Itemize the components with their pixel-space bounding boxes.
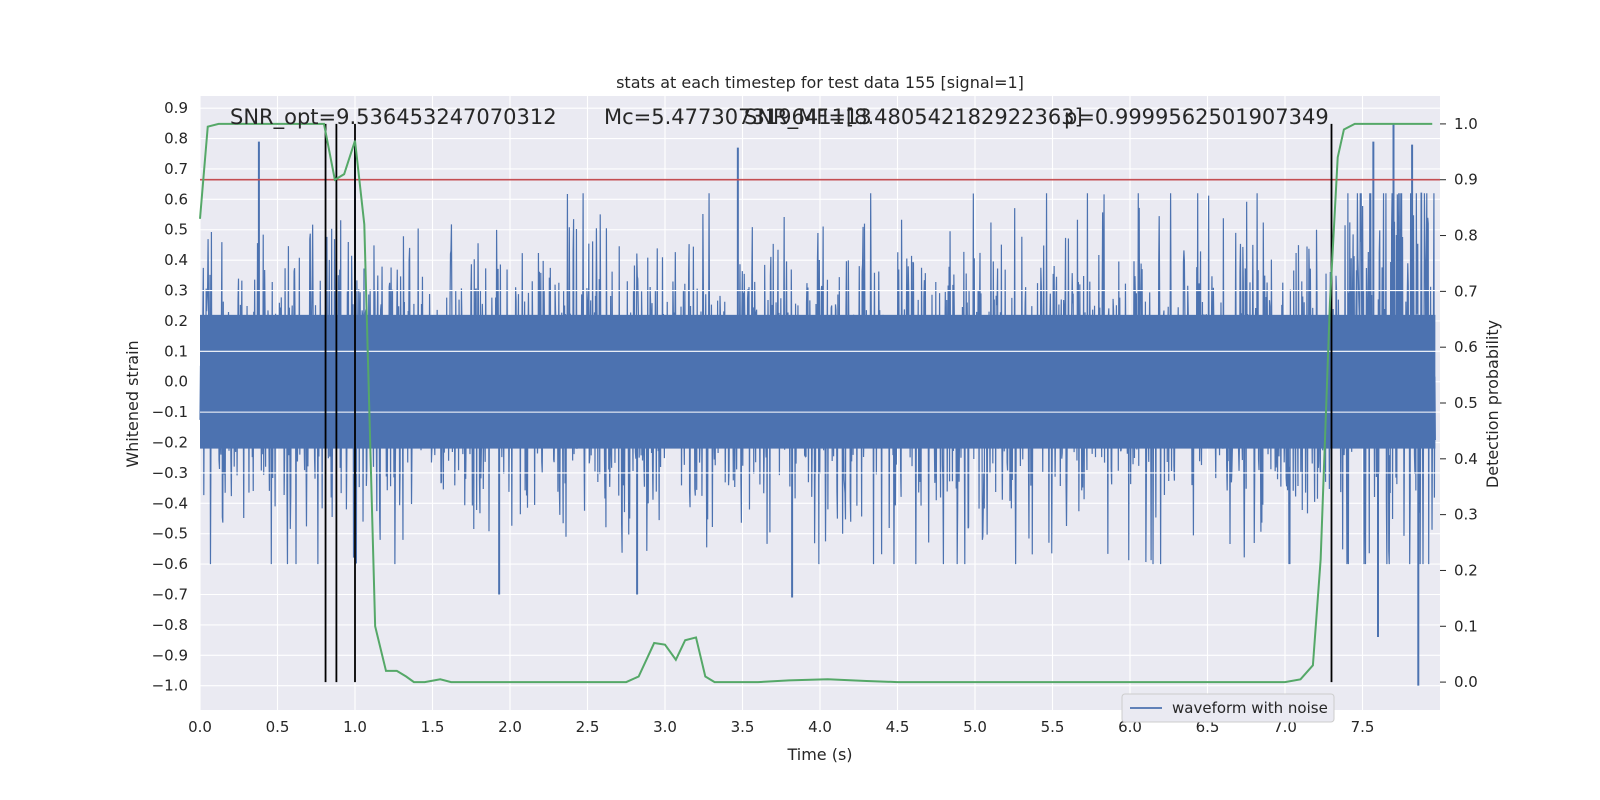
x-tick-label: 1.5 bbox=[421, 718, 445, 736]
probability-series bbox=[199, 122, 1433, 684]
waveform-series bbox=[199, 123, 1440, 686]
waveform-core bbox=[200, 314, 1436, 449]
left-axis-ticks: 0.9 0.8 0.7 0.6 0.5 0.4 0.3 0.2 0.1 0.0 −0.1 −0.2 −0… bbox=[152, 99, 188, 695]
left-y-tick-label: −0.8 bbox=[152, 616, 188, 634]
annotation-probability: p=0.9999562501907349 bbox=[1064, 105, 1329, 129]
right-y-tick-label: 0.7 bbox=[1454, 282, 1478, 300]
x-tick-label: 0.5 bbox=[266, 718, 290, 736]
x-tick-label: 0.0 bbox=[188, 718, 212, 736]
x-axis-ticks: 0.0 0.5 1.0 1.5 2.0 2.5 3.0 3.5 4.0 4.5 5.0 5.5 6.0 6… bbox=[188, 718, 1374, 736]
right-y-tick-label: 0.4 bbox=[1454, 450, 1478, 468]
left-y-tick-label: −0.3 bbox=[152, 464, 188, 482]
left-axis-label: Whitened strain bbox=[123, 340, 142, 467]
left-y-tick-label: −0.5 bbox=[152, 525, 188, 543]
right-axis-ticks: 1.0 0.9 0.8 0.7 0.6 0.5 0.4 0.3 0.2 0.1 0.0 bbox=[1440, 115, 1478, 691]
left-y-tick-label: 0.0 bbox=[164, 373, 188, 391]
left-y-tick-label: 0.7 bbox=[164, 160, 188, 178]
x-tick-label: 3.0 bbox=[653, 718, 677, 736]
right-y-tick-label: 0.3 bbox=[1454, 506, 1478, 524]
right-y-tick-label: 0.1 bbox=[1454, 617, 1478, 635]
left-y-tick-label: −0.9 bbox=[152, 646, 188, 664]
left-y-tick-label: 0.3 bbox=[164, 282, 188, 300]
right-y-tick-label: 1.0 bbox=[1454, 115, 1478, 133]
x-tick-label: 4.5 bbox=[886, 718, 910, 736]
left-y-tick-label: 0.9 bbox=[164, 99, 188, 117]
x-tick-label: 1.0 bbox=[343, 718, 367, 736]
left-y-tick-label: 0.8 bbox=[164, 130, 188, 148]
right-y-tick-label: 0.5 bbox=[1454, 394, 1478, 412]
left-y-tick-label: −0.7 bbox=[152, 585, 188, 603]
x-tick-label: 2.0 bbox=[498, 718, 522, 736]
right-axis-label: Detection probability bbox=[1483, 320, 1502, 488]
left-y-tick-label: 0.4 bbox=[164, 251, 188, 269]
x-tick-label: 7.5 bbox=[1351, 718, 1375, 736]
left-y-tick-label: 0.6 bbox=[164, 190, 188, 208]
x-tick-label: 2.5 bbox=[576, 718, 600, 736]
x-tick-label: 4.0 bbox=[808, 718, 832, 736]
x-tick-label: 5.5 bbox=[1041, 718, 1065, 736]
legend-label: waveform with noise bbox=[1172, 699, 1328, 717]
left-y-tick-label: −0.1 bbox=[152, 403, 188, 421]
vertical-markers bbox=[324, 123, 1333, 683]
annotation-snr-mf: SNR_MF=[8.480542182922363] bbox=[744, 105, 1083, 130]
left-y-tick-label: 0.1 bbox=[164, 342, 188, 360]
x-axis-label: Time (s) bbox=[786, 745, 852, 764]
chart-title: stats at each timestep for test data 155… bbox=[616, 73, 1024, 92]
right-y-tick-label: 0.9 bbox=[1454, 171, 1478, 189]
left-y-tick-label: −0.6 bbox=[152, 555, 188, 573]
legend: waveform with noise bbox=[1121, 693, 1335, 723]
right-y-tick-label: 0.6 bbox=[1454, 338, 1478, 356]
left-y-tick-label: 0.2 bbox=[164, 312, 188, 330]
annotation-chirp-mass: Mᴄ=5.477307319641113 bbox=[604, 105, 872, 129]
left-y-tick-label: 0.5 bbox=[164, 221, 188, 239]
left-y-tick-label: −1.0 bbox=[152, 677, 188, 695]
legend-box bbox=[1121, 693, 1335, 723]
left-y-tick-label: −0.4 bbox=[152, 494, 188, 512]
right-y-tick-label: 0.2 bbox=[1454, 561, 1478, 579]
right-y-tick-label: 0.0 bbox=[1454, 673, 1478, 691]
right-y-tick-label: 0.8 bbox=[1454, 227, 1478, 245]
annotation-snr-opt: SNR_opt=9.536453247070312 bbox=[230, 105, 557, 130]
probability-line bbox=[199, 122, 1433, 684]
x-tick-label: 5.0 bbox=[963, 718, 987, 736]
left-y-tick-label: −0.2 bbox=[152, 434, 188, 452]
x-tick-label: 3.5 bbox=[731, 718, 755, 736]
